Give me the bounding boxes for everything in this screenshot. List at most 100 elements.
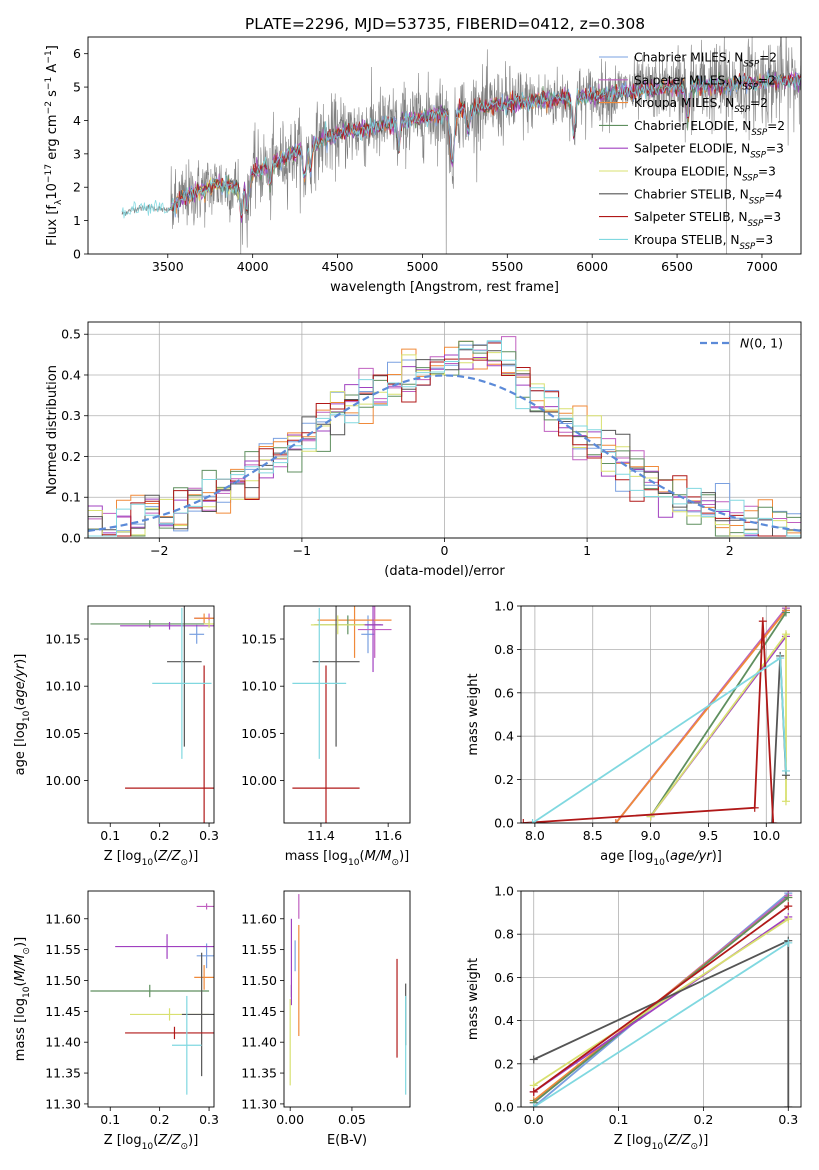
series-kroupa-elodie <box>529 915 793 1090</box>
x-tick-label: 0.00 <box>276 1112 304 1127</box>
x-axis-label: Z [log10(Z/Z⊙)] <box>614 1133 709 1152</box>
y-tick-label: 11.40 <box>45 1035 81 1050</box>
x-tick-label: 4500 <box>322 259 354 274</box>
spectrum-plot-area <box>121 37 801 254</box>
x-tick-label: 0.3 <box>778 1112 798 1127</box>
y-tick-label: 10.10 <box>45 679 81 694</box>
y-tick-label: 10.05 <box>241 726 277 741</box>
mass-vs-EBV-plot-area <box>289 894 407 1095</box>
x-tick-label: 8.0 <box>525 828 545 843</box>
y-tick-label: 10.00 <box>241 773 277 788</box>
residuals-panel: −2 −1 0 1 2 0.0 0.1 0.2 0.3 0.4 0.5 (data-model)/er… <box>45 321 802 579</box>
y-axis-label: mass weight <box>466 958 481 1040</box>
spectrum-panel: 3500 4000 4500 5000 5500 6000 6500 7000 0 1 2 3 4 5 6 w… <box>44 36 802 295</box>
point-kroupa-miles <box>317 606 392 658</box>
y-tick-label: 11.50 <box>241 973 277 988</box>
x-tick-label: 0.2 <box>150 828 170 843</box>
series-salpeter-stelib <box>529 902 793 1096</box>
point-salpeter-elodie <box>115 934 214 959</box>
spectrum-legend: Chabrier MILES, NSSP=2 Salpeter MILES, NS… <box>599 51 785 252</box>
point-kroupa-elodie <box>204 620 214 628</box>
weight-vs-Z-axes: 0.0 0.1 0.2 0.3 0.0 0.2 0.4 0.6 0.8 1.0 Z [log10(Z… <box>466 884 802 1152</box>
weight-vs-Z-panel: 0.0 0.1 0.2 0.3 0.0 0.2 0.4 0.6 0.8 1.0 Z [log10(Z… <box>466 884 802 1152</box>
age-vs-mass-axes: 11.4 11.6 10.00 10.05 10.10 10.15 mass [log10(… <box>241 605 411 868</box>
legend-label: Kroupa MILES, NSSP=2 <box>634 96 768 115</box>
x-tick-label: 7000 <box>746 259 778 274</box>
age-vs-mass-panel: 11.4 11.6 10.00 10.05 10.10 10.15 mass [log10(… <box>241 605 411 868</box>
weight-line <box>523 621 775 823</box>
weight-vs-age-panel: 8.0 8.5 9.0 9.5 10.0 0.0 0.2 0.4 0.6 0.8 1.0 age [l… <box>466 599 802 868</box>
axes-frame <box>283 605 411 824</box>
point-kroupa-stelib <box>172 995 202 1095</box>
y-tick-label: 11.40 <box>241 1035 277 1050</box>
y-tick-label: 11.30 <box>45 1096 81 1111</box>
y-tick-label: 4 <box>73 113 81 128</box>
x-tick-label: −1 <box>293 543 311 558</box>
y-tick-label: 1.0 <box>494 884 514 899</box>
weight-vs-age-axes: 8.0 8.5 9.0 9.5 10.0 0.0 0.2 0.4 0.6 0.8 1.0 age [l… <box>466 599 802 868</box>
x-tick-label: 9.0 <box>641 828 661 843</box>
y-axis-label: age [log10(age/yr)] <box>13 654 32 776</box>
point-chabrier-stelib <box>312 606 360 747</box>
weight-line <box>532 656 787 823</box>
y-tick-label: 0.1 <box>61 490 81 505</box>
age-vs-Z-panel: 0.1 0.2 0.3 10.00 10.05 10.10 10.15 Z [log10(Z/… <box>13 605 219 868</box>
y-tick-label: 5 <box>73 80 81 95</box>
x-tick-label: 0.1 <box>609 1112 629 1127</box>
point-chabrier-miles <box>196 943 214 969</box>
y-tick-label: 10.15 <box>45 632 81 647</box>
mass-vs-EBV-panel: 0.00 0.05 11.30 11.35 11.40 11.45 11.50 11.55 11… <box>241 890 411 1148</box>
axes-frame <box>520 605 802 824</box>
legend-label: Salpeter ELODIE, NSSP=3 <box>634 142 784 161</box>
legend-item-salpeter-stelib: Salpeter STELIB, NSSP=3 <box>599 210 781 229</box>
y-tick-label: 0.2 <box>494 1056 514 1071</box>
x-tick-label: 6500 <box>661 259 693 274</box>
y-tick-label: 2 <box>73 180 81 195</box>
legend-label: Chabrier ELODIE, NSSP=2 <box>634 119 785 138</box>
x-tick-label: 1 <box>583 543 591 558</box>
y-tick-label: 11.45 <box>45 1004 81 1019</box>
y-tick-label: 11.50 <box>45 973 81 988</box>
legend-label: Kroupa ELODIE, NSSP=3 <box>634 165 776 184</box>
y-tick-label: 11.60 <box>45 911 81 926</box>
point-salpeter-elodie <box>120 622 214 630</box>
y-tick-label: 11.30 <box>241 1096 277 1111</box>
point-salpeter-stelib <box>292 665 360 823</box>
x-tick-label: 3500 <box>152 259 184 274</box>
x-tick-label: 11.4 <box>307 828 335 843</box>
point-salpeter-elodie <box>362 606 384 673</box>
y-tick-label: 0.0 <box>494 1100 514 1115</box>
y-tick-label: 0.0 <box>494 816 514 831</box>
weight-vs-age-plot-area <box>521 606 790 823</box>
mass-vs-Z-axes: 0.1 0.2 0.3 11.30 11.35 11.40 11.45 11.50 11.55 1… <box>13 890 219 1152</box>
y-tick-label: 11.45 <box>241 1004 277 1019</box>
residuals-legend: N(0, 1) <box>700 336 783 351</box>
mass-vs-EBV-axes: 0.00 0.05 11.30 11.35 11.40 11.45 11.50 11.55 11… <box>241 890 411 1148</box>
x-tick-label: 10.0 <box>752 828 780 843</box>
x-tick-label: 0 <box>441 543 449 558</box>
spectrum-axes: 3500 4000 4500 5000 5500 6000 6500 7000 0 1 2 3 4 5 6 w… <box>44 36 802 295</box>
y-tick-label: 0.4 <box>494 729 514 744</box>
y-tick-label: 10.15 <box>241 632 277 647</box>
y-tick-label: 0.3 <box>61 408 81 423</box>
legend-label: Chabrier MILES, NSSP=2 <box>634 51 777 70</box>
x-tick-label: 8.5 <box>583 828 603 843</box>
y-tick-label: 1.0 <box>494 599 514 614</box>
y-tick-label: 0 <box>73 247 81 262</box>
y-tick-label: 0.6 <box>494 685 514 700</box>
x-tick-label: 2 <box>726 543 734 558</box>
legend-item-chabrier-miles: Chabrier MILES, NSSP=2 <box>599 51 777 70</box>
point-chabrier-stelib <box>181 952 214 1077</box>
y-axis-label: Normed distribution <box>45 365 60 495</box>
weight-line <box>533 918 789 1087</box>
mass-vs-Z-panel: 0.1 0.2 0.3 11.30 11.35 11.40 11.45 11.50 11.55 1… <box>13 890 219 1152</box>
point-salpeter-miles <box>196 903 214 910</box>
y-tick-label: 11.35 <box>45 1066 81 1081</box>
legend-item-chabrier-stelib: Chabrier STELIB, NSSP=4 <box>599 187 783 206</box>
point-chabrier-elodie <box>90 620 210 628</box>
point-salpeter-miles <box>357 606 392 658</box>
axes-frame <box>87 890 215 1108</box>
y-tick-label: 0.4 <box>494 1013 514 1028</box>
y-tick-label: 10.00 <box>45 773 81 788</box>
point-chabrier-stelib <box>167 606 202 747</box>
